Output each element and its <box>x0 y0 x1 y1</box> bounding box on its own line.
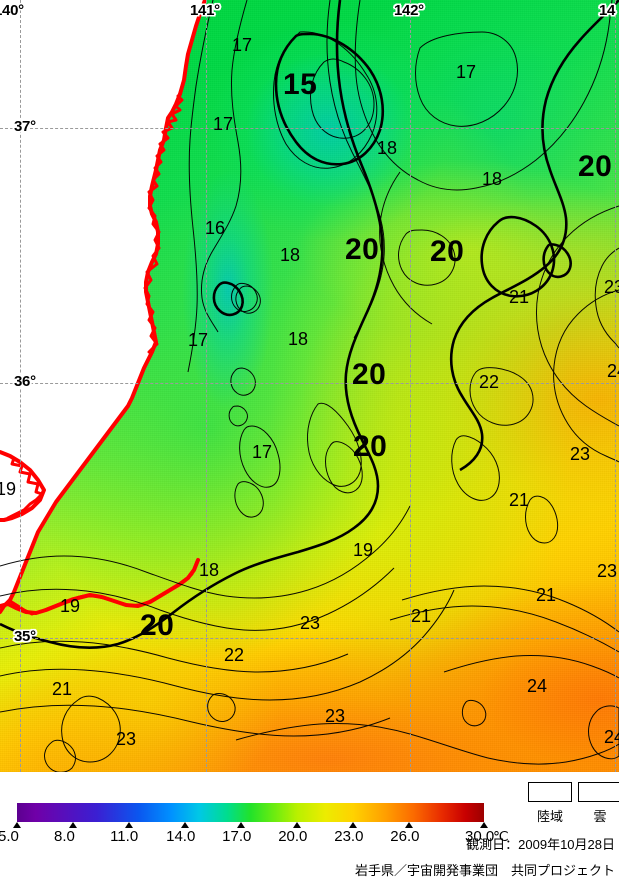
colorbar-tick-label-17.0: 17.0 <box>222 828 252 845</box>
contour-label-21-21: 21 <box>509 490 530 510</box>
coastline <box>0 0 207 616</box>
contour-label-23-12: 23 <box>604 277 619 297</box>
contour-label-23-29: 23 <box>300 613 321 633</box>
colorbar-tick-8.0 <box>69 822 78 828</box>
lon-label-142: 142° <box>394 2 424 19</box>
contour-label-18-14: 18 <box>288 329 309 349</box>
contour-label-22-30: 22 <box>224 645 245 665</box>
contour-label-21-24: 21 <box>536 585 557 605</box>
colorbar-tick-label-5.0: 5.0 <box>0 828 19 845</box>
lat-label-36: 36° <box>14 373 36 390</box>
colorbar-tick-label-26.0: 26.0 <box>390 828 420 845</box>
contour-label-16-7: 16 <box>205 218 226 238</box>
colorbar-tick-label-20.0: 20.0 <box>278 828 308 845</box>
contour-label-23-33: 23 <box>325 706 346 726</box>
contour-label-17-0: 17 <box>232 35 253 55</box>
contour-label-20-6: 20 <box>578 150 613 183</box>
contour-label-19-36: 19 <box>0 479 17 499</box>
contour-label-18-8: 18 <box>280 245 301 265</box>
contour-label-17-1: 17 <box>456 62 477 82</box>
colorbar-unit-label: ℃ <box>493 828 509 844</box>
map-vector-overlay <box>0 0 619 772</box>
contour-label-21-11: 21 <box>509 287 530 307</box>
observation-date: 観測日：2009年10月28日 <box>466 837 615 852</box>
map-canvas[interactable]: 140° 141° 142° 14 37° 36° 35° 17 17 15 17 18… <box>0 0 619 772</box>
key-label-land: 陸域 <box>536 809 563 824</box>
colorbar-tick-label-23.0: 23.0 <box>334 828 364 845</box>
contour-label-22-16: 22 <box>479 372 500 392</box>
contour-label-21-31: 21 <box>52 679 73 699</box>
contour-label-18-5: 18 <box>482 169 503 189</box>
contour-label-23-34: 23 <box>116 729 137 749</box>
key-box-cloud <box>578 782 619 802</box>
contour-label-24-35: 24 <box>604 727 619 747</box>
lon-label-143: 14 <box>599 2 616 19</box>
contour-label-20-9: 20 <box>345 233 380 266</box>
colorbar-tick-17.0 <box>237 822 246 828</box>
lat-label-35: 35° <box>14 628 36 645</box>
contour-lines <box>0 0 619 772</box>
contour-label-20-28: 20 <box>140 609 175 642</box>
contour-label-21-27: 21 <box>411 606 432 626</box>
colorbar-tick-label-30.0: 30.0 <box>465 828 495 845</box>
contour-label-23-25: 23 <box>597 561 618 581</box>
contour-label-19-26: 19 <box>60 596 81 616</box>
contour-label-17-13: 17 <box>188 330 209 350</box>
colorbar-tick-14.0 <box>181 822 190 828</box>
key-box-land <box>528 782 572 802</box>
contour-label-15-2: 15 <box>283 68 318 101</box>
temperature-colorbar <box>17 803 484 822</box>
colorbar-tick-30.0 <box>480 822 488 828</box>
colorbar-tick-label-8.0: 8.0 <box>54 828 75 845</box>
lat-label-37: 37° <box>14 118 36 135</box>
project-credit: 岩手県／宇宙開発事業団 共同プロジェクト <box>354 863 615 878</box>
contour-label-20-10: 20 <box>430 235 465 268</box>
lon-label-141: 141° <box>190 2 220 19</box>
contour-label-18-23: 18 <box>199 560 220 580</box>
colorbar-tick-label-11.0: 11.0 <box>110 828 139 845</box>
contour-label-19-22: 19 <box>353 540 374 560</box>
lon-label-140: 140° <box>0 2 24 19</box>
contour-label-24-32: 24 <box>527 676 548 696</box>
contour-label-20-19: 20 <box>353 430 388 463</box>
colorbar-tick-label-14.0: 14.0 <box>166 828 196 845</box>
colorbar-tick-5.0 <box>13 822 21 828</box>
colorbar-tick-23.0 <box>349 822 358 828</box>
colorbar-tick-26.0 <box>405 822 414 828</box>
contour-label-24-17: 24 <box>607 361 619 381</box>
contour-label-18-4: 18 <box>377 138 398 158</box>
key-label-cloud: 雲 <box>593 809 607 824</box>
emphasized-contours <box>0 0 619 649</box>
colorbar-tick-20.0 <box>293 822 302 828</box>
legend-footer: 5.0 8.0 11.0 14.0 17.0 20.0 23.0 26.0 30.0 ℃ 陸域 … <box>0 772 619 881</box>
contour-label-23-20: 23 <box>570 444 591 464</box>
colorbar-tick-11.0 <box>125 822 134 828</box>
contour-label-17-18: 17 <box>252 442 273 462</box>
contour-label-20-15: 20 <box>352 358 387 391</box>
contour-label-17-3: 17 <box>213 114 234 134</box>
